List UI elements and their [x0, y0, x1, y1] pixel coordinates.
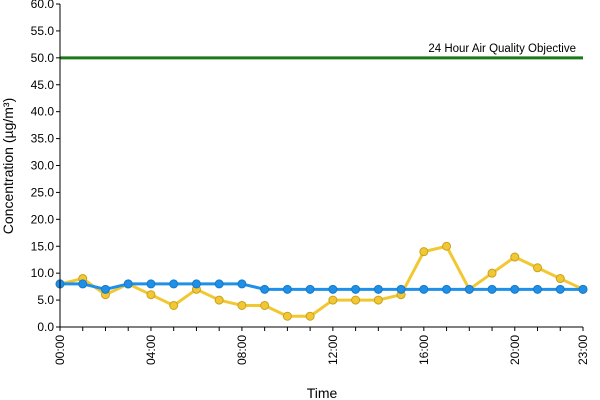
- data-point: [123, 279, 133, 289]
- data-point: [214, 295, 224, 305]
- data-point: [169, 279, 179, 289]
- data-point: [260, 284, 270, 294]
- y-tick-label: 0.0: [37, 320, 54, 334]
- x-tick-label: 12:00: [326, 335, 340, 365]
- data-point: [282, 284, 292, 294]
- data-point: [396, 284, 406, 294]
- data-point: [373, 284, 383, 294]
- y-tick-label: 20.0: [31, 212, 55, 226]
- data-point: [419, 284, 429, 294]
- y-tick-label: 60.0: [31, 0, 55, 11]
- series-1: [55, 241, 588, 321]
- x-tick-label: 23:00: [576, 335, 590, 365]
- data-point: [328, 284, 338, 294]
- y-tick-label: 30.0: [31, 159, 55, 173]
- data-point: [351, 295, 361, 305]
- y-tick-label: 25.0: [31, 185, 55, 199]
- x-tick-label: 20:00: [508, 335, 522, 365]
- data-point: [510, 252, 520, 262]
- data-point: [555, 284, 565, 294]
- series-line: [59, 244, 584, 318]
- data-point: [146, 279, 156, 289]
- data-point: [237, 279, 247, 289]
- y-tick-label: 10.0: [31, 266, 55, 280]
- data-point: [373, 295, 383, 305]
- data-point: [555, 274, 565, 284]
- data-point: [510, 284, 520, 294]
- data-point: [351, 284, 361, 294]
- reference-line-label: 24 Hour Air Quality Objective: [428, 43, 576, 55]
- data-point: [191, 279, 201, 289]
- x-tick-label: 08:00: [235, 335, 249, 365]
- y-tick-label: 40.0: [31, 105, 55, 119]
- data-point: [442, 284, 452, 294]
- y-tick-label: 50.0: [31, 51, 55, 65]
- x-tick-label: 00:00: [53, 335, 67, 365]
- data-point: [533, 284, 543, 294]
- data-point: [533, 263, 543, 273]
- y-tick-label: 5.0: [37, 293, 54, 307]
- x-tick-label: 16:00: [417, 335, 431, 365]
- data-point: [100, 284, 110, 294]
- data-point: [282, 311, 292, 321]
- series-layer: [55, 241, 588, 321]
- data-point: [146, 290, 156, 300]
- data-point: [260, 300, 270, 310]
- data-point: [78, 279, 88, 289]
- data-point: [305, 284, 315, 294]
- y-axis-ticks: 0.0 5.0 10.0 15.0 20.0 25.0 30.0 35.0 40.0 45.0 50…: [31, 0, 60, 334]
- data-point: [442, 241, 452, 251]
- data-point: [464, 284, 474, 294]
- y-axis-title: Concentration (µg/m³): [0, 98, 16, 234]
- data-point: [578, 284, 588, 294]
- y-tick-label: 55.0: [31, 24, 55, 38]
- series-2: [55, 279, 588, 294]
- x-tick-label: 04:00: [144, 335, 158, 365]
- y-tick-label: 15.0: [31, 239, 55, 253]
- x-axis-title: Time: [307, 385, 338, 400]
- data-point: [419, 247, 429, 257]
- x-axis-ticks: 00:00 04:00 08:00 12:00 16:00 20:00 23:00: [53, 327, 590, 365]
- data-point: [487, 268, 497, 278]
- data-point: [237, 300, 247, 310]
- data-point: [328, 295, 338, 305]
- reference-line-layer: 24 Hour Air Quality Objective: [60, 43, 583, 60]
- data-point: [169, 300, 179, 310]
- data-point: [305, 311, 315, 321]
- y-tick-label: 45.0: [31, 78, 55, 92]
- y-tick-label: 35.0: [31, 132, 55, 146]
- axes: [59, 4, 583, 328]
- data-point: [214, 279, 224, 289]
- data-point: [487, 284, 497, 294]
